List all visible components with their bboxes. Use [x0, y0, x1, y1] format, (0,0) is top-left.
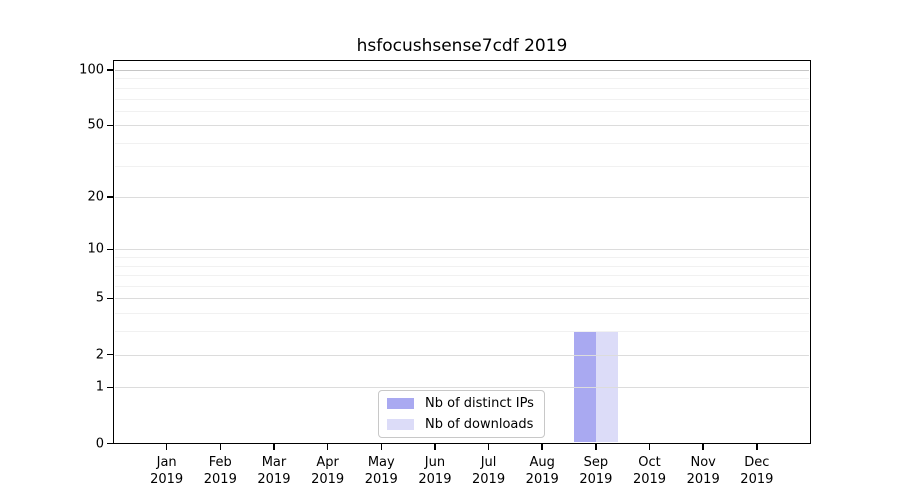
x-tick-label: Jun 2019 — [418, 454, 452, 487]
x-tick-label: Oct 2019 — [632, 454, 667, 487]
minor-gridline — [114, 313, 809, 315]
x-tick-mark — [648, 443, 651, 450]
x-tick-mark — [541, 443, 543, 450]
minor-gridline — [114, 286, 809, 288]
major-gridline — [114, 197, 809, 199]
y-tick-label: 0 — [95, 436, 104, 451]
y-tick-label: 100 — [79, 62, 104, 78]
legend-label-downloads: Nb of downloads — [425, 417, 534, 432]
plot-area — [113, 60, 811, 444]
y-tick-mark — [107, 196, 113, 198]
minor-gridline — [114, 257, 809, 259]
x-tick-label: Feb 2019 — [203, 454, 237, 487]
minor-gridline — [114, 110, 809, 112]
y-tick-mark — [107, 248, 113, 251]
x-tick-mark — [595, 443, 597, 450]
x-tick-label: Jul 2019 — [472, 454, 506, 487]
minor-gridline — [114, 87, 809, 89]
y-tick-label: 50 — [87, 117, 104, 133]
legend: Nb of distinct IPs Nb of downloads — [378, 390, 545, 438]
y-tick-label: 10 — [87, 241, 104, 257]
x-tick-label: Sep 2019 — [579, 454, 613, 487]
x-tick-label: Mar 2019 — [257, 454, 291, 487]
major-gridline — [114, 70, 809, 71]
x-tick-label: Aug 2019 — [525, 454, 559, 487]
minor-gridline — [114, 98, 809, 100]
bar-downloads-sep — [595, 331, 618, 442]
y-tick-mark — [107, 69, 113, 71]
x-tick-mark — [756, 443, 758, 450]
x-tick-label: Apr 2019 — [311, 454, 345, 487]
bar-distinct-ips-sep — [573, 331, 596, 442]
y-tick-mark — [107, 353, 113, 356]
minor-gridline — [114, 331, 809, 333]
x-tick-mark — [380, 443, 383, 450]
x-tick-mark — [326, 443, 329, 450]
x-tick-mark — [487, 443, 490, 450]
x-tick-label: Dec 2019 — [740, 454, 774, 487]
x-tick-label: May 2019 — [364, 454, 398, 487]
legend-item-distinct-ips: Nb of distinct IPs — [379, 395, 544, 413]
downloads-swatch-icon — [387, 419, 414, 430]
y-tick-mark — [107, 297, 113, 300]
minor-gridline — [114, 165, 809, 167]
major-gridline — [114, 125, 809, 127]
major-gridline — [114, 387, 809, 389]
x-tick-label: Jan 2019 — [150, 454, 184, 487]
x-tick-mark — [273, 443, 275, 450]
minor-gridline — [114, 78, 809, 80]
major-gridline — [114, 298, 809, 300]
y-tick-mark — [107, 386, 113, 389]
y-tick-label: 20 — [87, 189, 104, 205]
y-tick-mark — [107, 442, 113, 445]
chart-title: hsfocushsense7cdf 2019 — [356, 36, 568, 56]
y-tick-mark — [107, 124, 113, 127]
legend-item-downloads: Nb of downloads — [379, 416, 544, 434]
distinct-ips-swatch-icon — [387, 398, 414, 409]
minor-gridline — [114, 265, 809, 267]
x-tick-mark — [165, 443, 168, 450]
minor-gridline — [114, 142, 809, 144]
major-gridline — [114, 354, 809, 356]
x-tick-mark — [219, 443, 222, 450]
x-tick-label: Nov 2019 — [686, 454, 720, 487]
x-tick-mark — [702, 443, 704, 450]
y-tick-label: 1 — [95, 379, 104, 395]
major-gridline — [114, 249, 809, 251]
y-tick-label: 2 — [95, 347, 104, 363]
x-tick-mark — [434, 443, 436, 450]
minor-gridline — [114, 275, 809, 277]
legend-label-distinct-ips: Nb of distinct IPs — [425, 396, 534, 411]
y-tick-label: 5 — [95, 290, 104, 306]
